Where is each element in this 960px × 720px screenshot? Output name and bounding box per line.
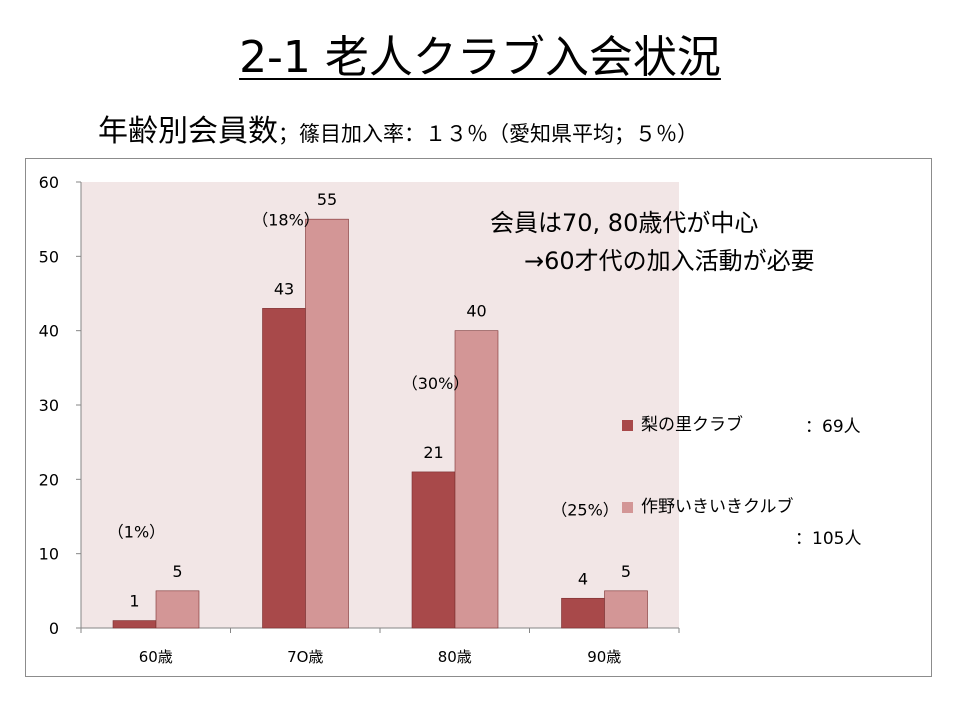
legend-label-series-1: 梨の里クラブ (641, 415, 743, 435)
data-label-series-2: 40 (466, 302, 486, 321)
y-tick-label: 60 (39, 173, 59, 192)
y-tick-label: 50 (39, 247, 59, 266)
rate-label: （30%） (402, 374, 470, 393)
y-tick-label: 40 (39, 322, 59, 341)
data-label-series-1: 43 (274, 279, 294, 298)
data-label-series-1: 1 (129, 592, 139, 611)
x-tick-label: 60歳 (139, 648, 173, 666)
y-tick-label: 20 (39, 470, 59, 489)
y-tick-label: 10 (39, 545, 59, 564)
data-label-series-2: 5 (172, 562, 182, 581)
slide-subtitle: 年齢別会員数；篠目加入率：１３％（愛知県平均；５％） (98, 114, 698, 149)
legend-item-series-1: 梨の里クラブ (622, 410, 743, 435)
rate-label: （18%） (252, 210, 320, 229)
subtitle-note: ；篠目加入率：１３％（愛知県平均；５％） (278, 122, 698, 146)
legend-label-series-2: 作野いきいきクルブ (641, 497, 794, 517)
bar-series-1 (262, 308, 306, 629)
legend-total-series-1: ：69人 (805, 417, 861, 437)
data-label-series-2: 55 (317, 190, 337, 209)
y-tick-label: 0 (49, 619, 59, 638)
data-label-series-1: 4 (578, 569, 588, 588)
annotation-line-1: 会員は70, 80歳代が中心 (490, 209, 759, 237)
legend-swatch-series-1 (622, 419, 633, 431)
bar-series-1 (561, 597, 605, 629)
bar-series-1 (112, 620, 157, 629)
rate-label: （25%） (551, 500, 619, 519)
legend-item-series-2: 作野いきいきクルブ (622, 492, 794, 517)
bar-series-1 (411, 471, 456, 629)
legend-swatch-series-2 (622, 501, 633, 513)
plot-area (81, 182, 679, 628)
bar-series-2 (604, 590, 648, 629)
bar-series-2 (155, 590, 200, 629)
annotation-line-2: →60才代の加入活動が必要 (524, 247, 815, 275)
x-tick-label: 80歳 (438, 648, 472, 666)
bar-series-2 (305, 218, 349, 629)
data-label-series-2: 5 (621, 562, 631, 581)
slide-title: 2-1 老人クラブ入会状況 (239, 32, 721, 83)
rate-label: （1%） (108, 523, 165, 542)
x-tick-label: 90歳 (587, 648, 621, 666)
bar-series-2 (454, 330, 499, 629)
x-tick-label: 7O歳 (287, 648, 323, 666)
y-tick-label: 30 (39, 396, 59, 415)
data-label-series-1: 21 (423, 443, 443, 462)
legend-total-series-2: ：105人 (795, 529, 862, 549)
